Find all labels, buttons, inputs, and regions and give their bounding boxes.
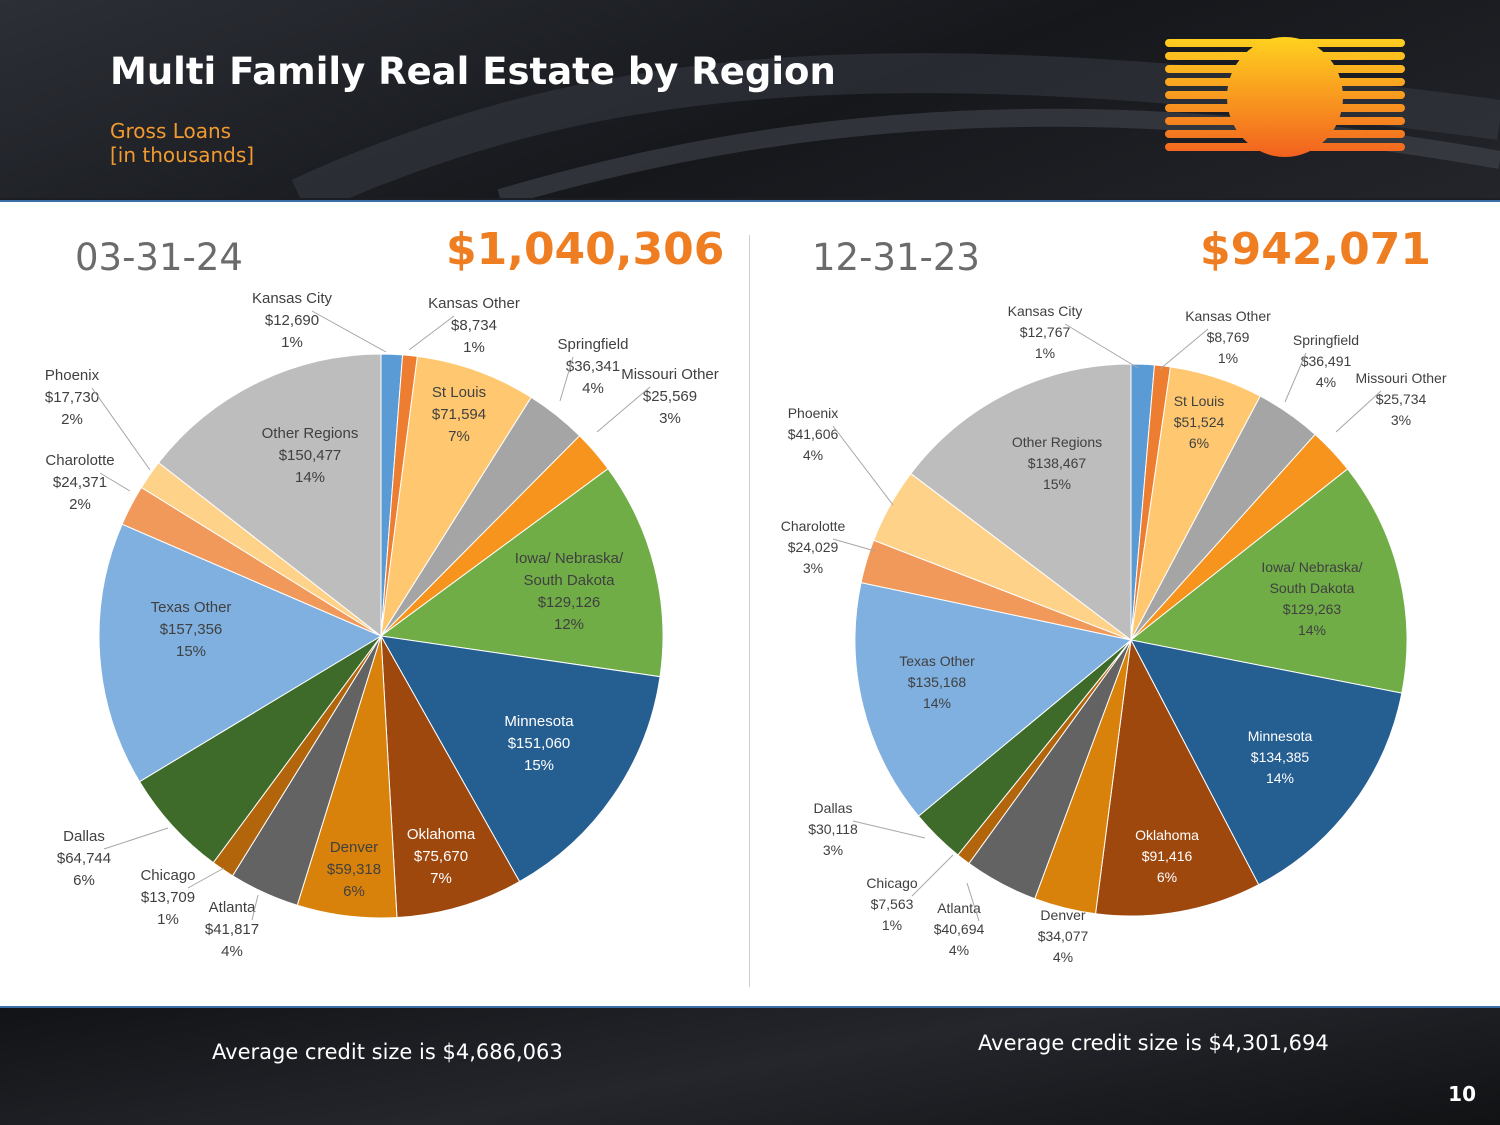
leader-line-phoenix — [832, 425, 894, 506]
slice-label-minnesota: Minnesota $151,060 15% — [504, 713, 574, 774]
pie-slice-other-regions — [157, 353, 382, 638]
slice-label-kansas-city: Kansas City $12,767 1% — [1008, 303, 1083, 361]
leader-line-kansas-city — [1064, 323, 1139, 369]
pie-slice-oklahoma — [380, 635, 521, 919]
pie-slice-other-regions — [910, 363, 1132, 642]
slice-label-iowa-nebraska-south-dakota: Iowa/ Nebraska/South Dakota $129,126 12% — [515, 550, 624, 633]
slice-label-springfield: Springfield $36,341 4% — [558, 336, 629, 397]
slice-label-phoenix: Phoenix $17,730 2% — [45, 367, 100, 428]
slice-label-texas-other: Texas Other $135,168 14% — [899, 653, 975, 711]
leader-line-kansas-other — [408, 315, 455, 351]
leader-line-chicago — [911, 854, 954, 897]
footer-band — [0, 1008, 1500, 1125]
page-subtitle: Gross Loans [in thousands] — [110, 119, 254, 167]
slice-label-kansas-other: Kansas Other $8,769 1% — [1185, 308, 1271, 366]
slice-label-oklahoma: Oklahoma $91,416 6% — [1135, 827, 1199, 885]
pie-chart-1: Kansas City $12,690 1% Kansas Other $8,734 1%… — [45, 290, 719, 960]
slice-label-phoenix: Phoenix $41,606 4% — [788, 405, 839, 463]
slice-label-atlanta: Atlanta $40,694 4% — [934, 900, 985, 958]
slice-label-charolotte: Charolotte $24,029 3% — [781, 518, 846, 576]
chart-2-date: 12-31-23 — [812, 236, 980, 279]
leader-line-dallas — [852, 820, 926, 839]
leader-line-missouri-other — [1335, 390, 1382, 433]
page-title: Multi Family Real Estate by Region — [110, 50, 836, 93]
leader-line-atlanta — [966, 882, 980, 922]
pie-slice-minnesota — [1130, 639, 1403, 886]
chart-1-average-credit: Average credit size is $4,686,063 — [212, 1040, 563, 1064]
slice-label-other-regions: Other Regions $150,477 14% — [262, 425, 359, 486]
leader-line-kansas-other — [1159, 328, 1209, 370]
pie-slice-texas-other — [98, 523, 383, 783]
leader-line-charolotte — [832, 538, 876, 552]
pie-slice-oklahoma — [1094, 638, 1260, 917]
slice-label-other-regions: Other Regions $138,467 15% — [1012, 434, 1102, 492]
leader-line-kansas-city — [311, 310, 387, 353]
header-banner: Multi Family Real Estate by Region Gross… — [0, 0, 1500, 198]
slice-label-denver: Denver $59,318 6% — [327, 839, 381, 900]
slice-label-minnesota: Minnesota $134,385 14% — [1248, 728, 1313, 786]
slice-label-springfield: Springfield $36,491 4% — [1293, 332, 1359, 390]
pie-slice-minnesota — [380, 635, 661, 883]
pie-slice-iowa-nebraska-south-dakota — [1129, 468, 1408, 694]
leader-line-atlanta — [251, 894, 259, 921]
page-number: 10 — [1448, 1082, 1476, 1106]
slice-label-kansas-city: Kansas City $12,690 1% — [252, 290, 333, 351]
slice-label-oklahoma: Oklahoma $75,670 7% — [407, 826, 476, 887]
slice-label-kansas-other: Kansas Other $8,734 1% — [428, 295, 520, 356]
leader-line-missouri-other — [596, 386, 651, 433]
leader-line-dallas — [103, 827, 169, 850]
chart-2-average-credit: Average credit size is $4,301,694 — [978, 1031, 1329, 1055]
subtitle-line-1: Gross Loans — [110, 119, 232, 143]
leader-line-phoenix — [91, 387, 151, 471]
slice-label-dallas: Dallas $64,744 6% — [57, 828, 111, 889]
slice-label-missouri-other: Missouri Other $25,734 3% — [1355, 370, 1446, 428]
slice-label-dallas: Dallas $30,118 3% — [808, 800, 858, 858]
slice-label-iowa-nebraska-south-dakota: Iowa/ Nebraska/South Dakota $129,263 14% — [1261, 559, 1362, 638]
slice-label-charolotte: Charolotte $24,371 2% — [45, 452, 114, 513]
chart-2-total: $942,071 — [1200, 224, 1432, 275]
leader-line-charolotte — [99, 472, 131, 492]
slice-label-denver: Denver $34,077 4% — [1038, 907, 1089, 965]
pie-chart-2: Kansas City $12,767 1% Kansas Other $8,769 1%… — [781, 303, 1447, 965]
chart-1-total: $1,040,306 — [446, 224, 725, 275]
chart-1-date: 03-31-24 — [75, 236, 243, 279]
subtitle-line-2: [in thousands] — [110, 143, 255, 167]
slice-label-atlanta: Atlanta $41,817 4% — [205, 899, 259, 960]
leader-line-springfield — [1284, 352, 1307, 403]
pie-slice-st-louis — [380, 355, 532, 637]
pie-slice-texas-other — [854, 581, 1133, 817]
slice-label-chicago: Chicago $13,709 1% — [140, 867, 195, 928]
leader-line-chicago — [187, 867, 225, 889]
slice-label-missouri-other: Missouri Other $25,569 3% — [621, 366, 719, 427]
slice-label-st-louis: St Louis $51,524 6% — [1174, 393, 1225, 451]
slice-label-st-louis: St Louis $71,594 7% — [432, 384, 486, 445]
pie-slice-iowa-nebraska-south-dakota — [379, 468, 664, 678]
leader-line-springfield — [559, 356, 574, 402]
slice-label-chicago: Chicago $7,563 1% — [866, 875, 918, 933]
panel-divider — [749, 235, 750, 987]
slice-label-texas-other: Texas Other $157,356 15% — [151, 599, 232, 660]
sun-logo-icon — [1165, 37, 1405, 157]
